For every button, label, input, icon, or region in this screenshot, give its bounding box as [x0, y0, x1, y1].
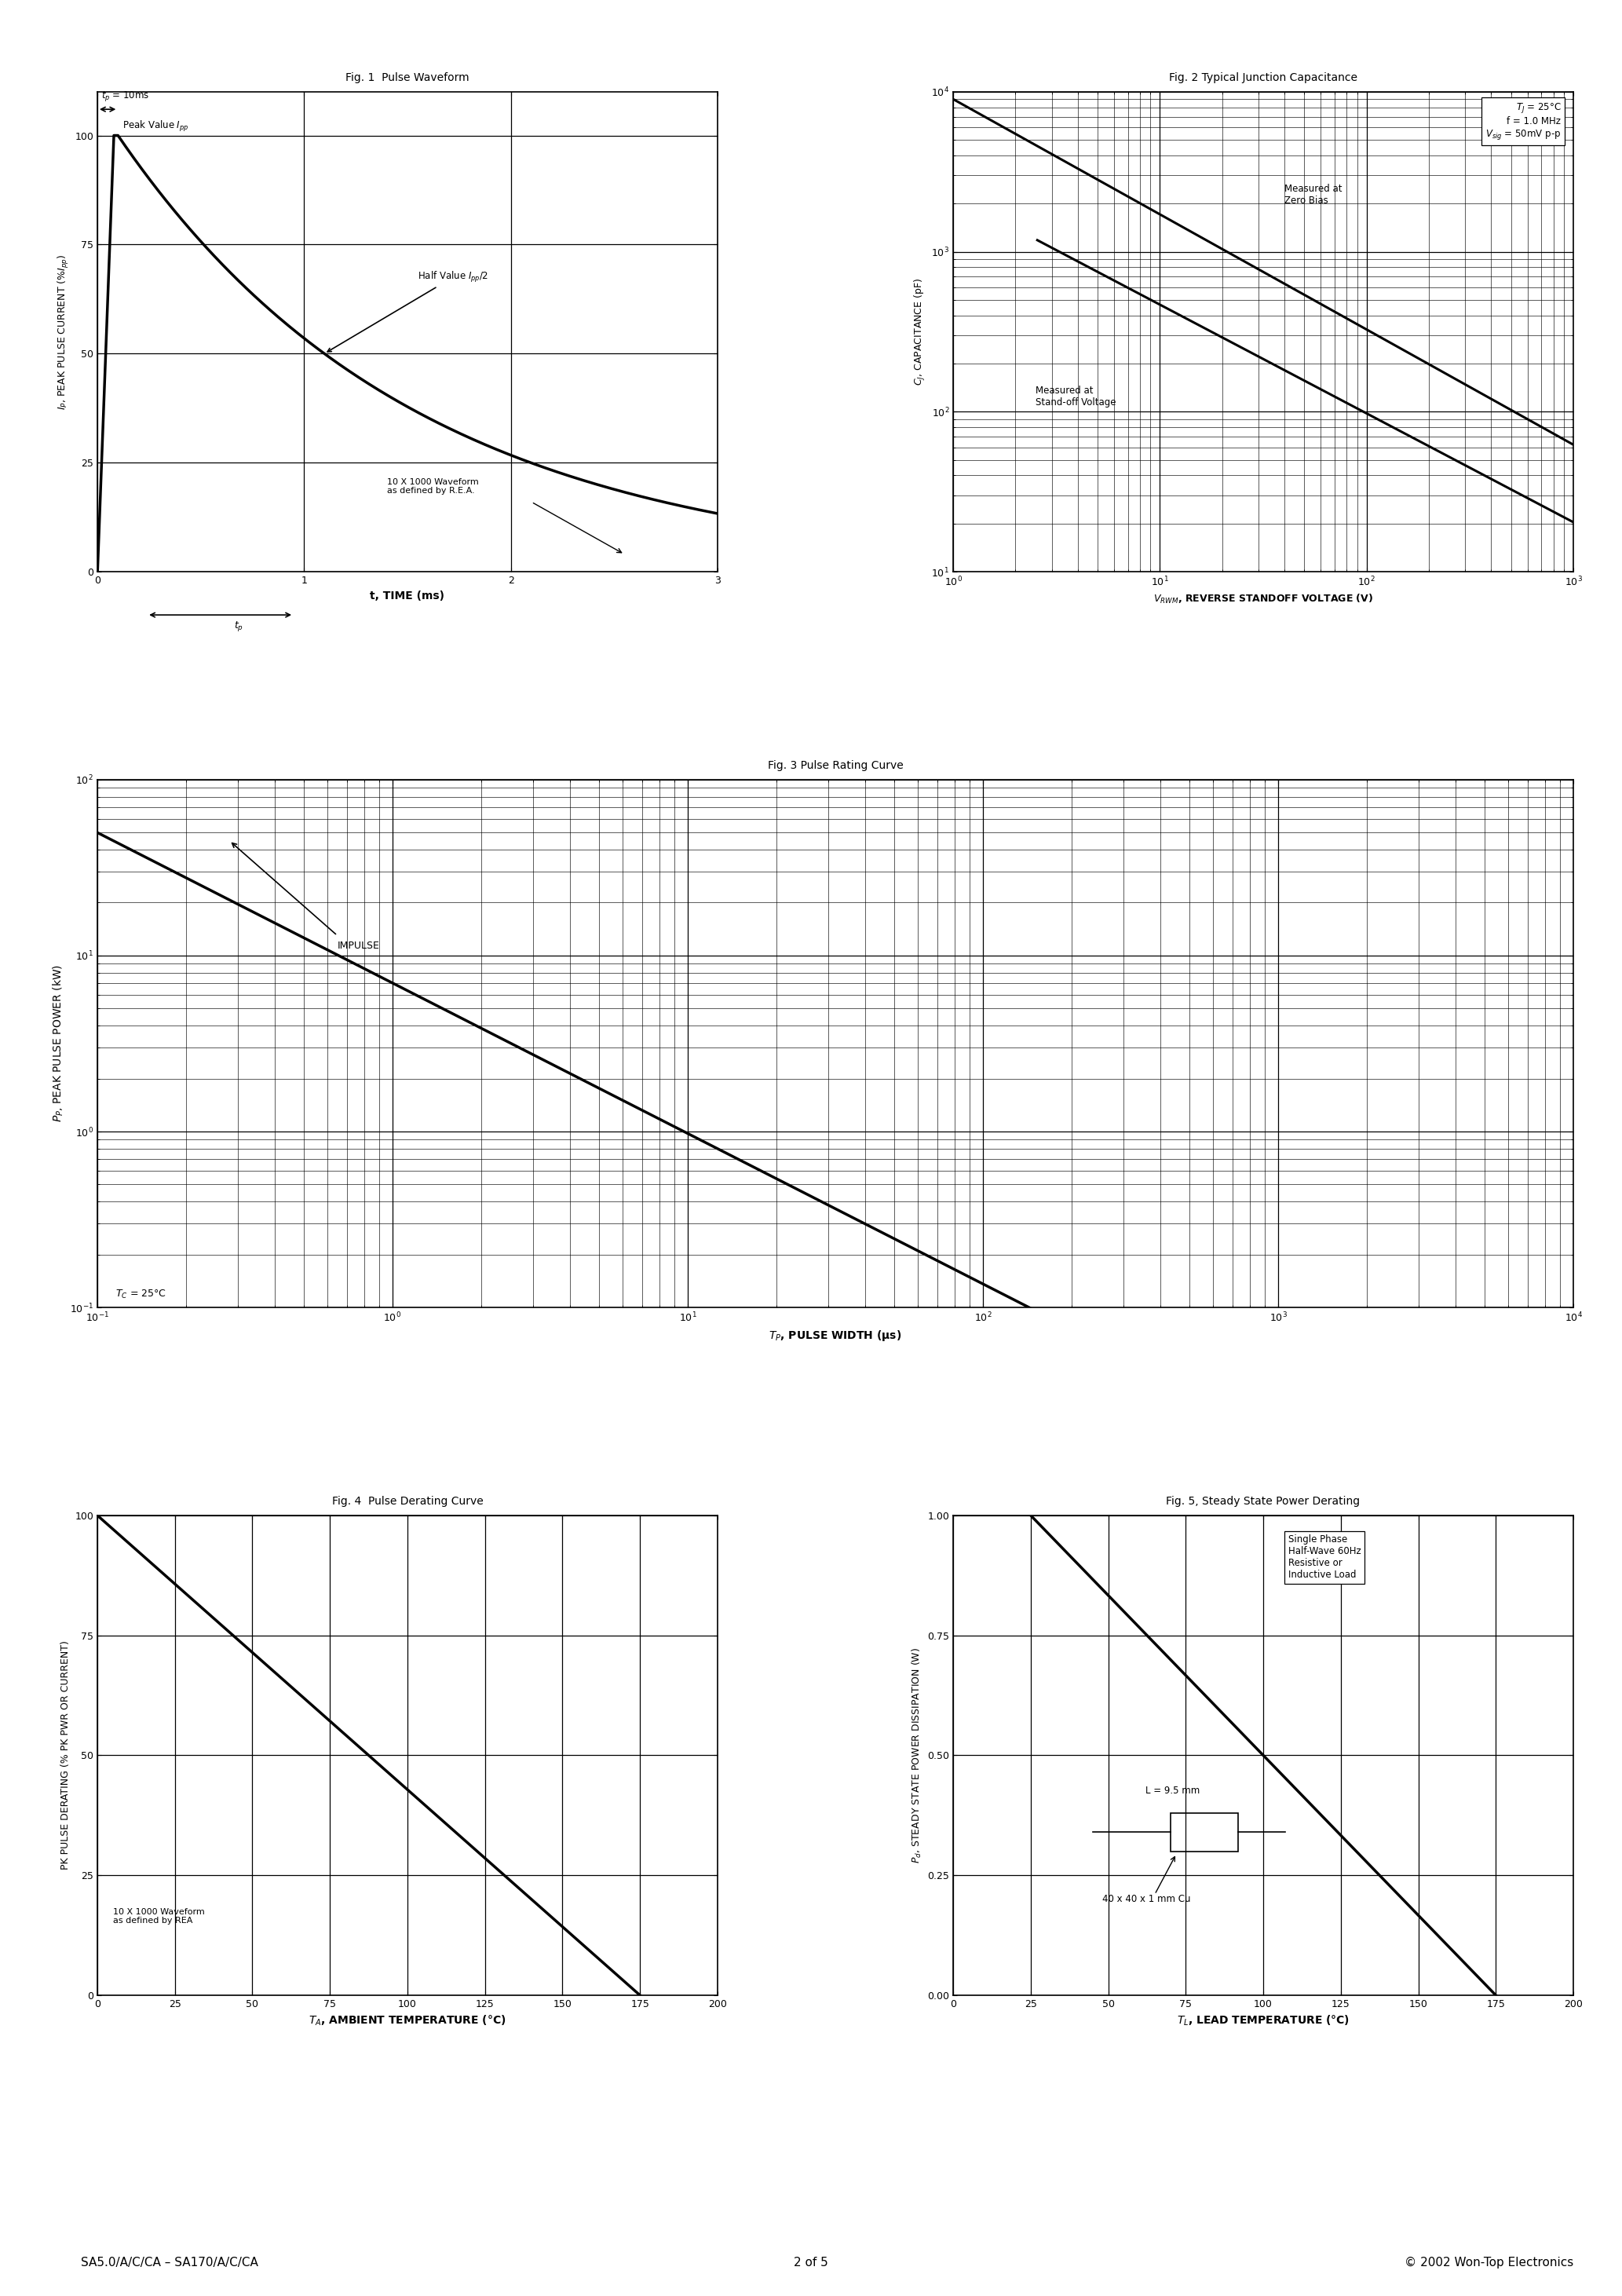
- Text: $T_J$ = 25°C
f = 1.0 MHz
$V_{sig}$ = 50mV p-p: $T_J$ = 25°C f = 1.0 MHz $V_{sig}$ = 50m…: [1486, 101, 1560, 142]
- Title: Fig. 2 Typical Junction Capacitance: Fig. 2 Typical Junction Capacitance: [1169, 71, 1358, 83]
- X-axis label: $T_A$, AMBIENT TEMPERATURE (°C): $T_A$, AMBIENT TEMPERATURE (°C): [308, 2014, 506, 2027]
- Y-axis label: $P_d$, STEADY STATE POWER DISSIPATION (W): $P_d$, STEADY STATE POWER DISSIPATION (W…: [910, 1646, 923, 1864]
- Text: IMPULSE: IMPULSE: [337, 941, 380, 951]
- Text: 2 of 5: 2 of 5: [793, 2257, 829, 2268]
- Text: L = 9.5 mm: L = 9.5 mm: [1145, 1786, 1200, 1795]
- Text: Measured at
Stand-off Voltage: Measured at Stand-off Voltage: [1035, 386, 1116, 406]
- Text: SA5.0/A/C/CA – SA170/A/C/CA: SA5.0/A/C/CA – SA170/A/C/CA: [81, 2257, 258, 2268]
- Text: 40 x 40 x 1 mm Cu: 40 x 40 x 1 mm Cu: [1101, 1894, 1191, 1903]
- X-axis label: $V_{RWM}$, REVERSE STANDOFF VOLTAGE (V): $V_{RWM}$, REVERSE STANDOFF VOLTAGE (V): [1153, 592, 1374, 606]
- Text: $t_p$: $t_p$: [234, 620, 243, 634]
- X-axis label: $T_L$, LEAD TEMPERATURE (°C): $T_L$, LEAD TEMPERATURE (°C): [1178, 2014, 1350, 2027]
- Text: Single Phase
Half-Wave 60Hz
Resistive or
Inductive Load: Single Phase Half-Wave 60Hz Resistive or…: [1288, 1534, 1361, 1580]
- Text: Measured at
Zero Bias: Measured at Zero Bias: [1285, 184, 1341, 207]
- Text: © 2002 Won-Top Electronics: © 2002 Won-Top Electronics: [1405, 2257, 1573, 2268]
- Y-axis label: $P_P$, PEAK PULSE POWER (kW): $P_P$, PEAK PULSE POWER (kW): [52, 964, 65, 1123]
- Bar: [1169, 1814, 1239, 1851]
- Text: Half Value $I_{pp}$/2: Half Value $I_{pp}$/2: [328, 271, 488, 351]
- X-axis label: t, TIME (ms): t, TIME (ms): [370, 590, 444, 602]
- Text: Peak Value $I_{pp}$: Peak Value $I_{pp}$: [122, 119, 188, 133]
- Title: Fig. 3 Pulse Rating Curve: Fig. 3 Pulse Rating Curve: [767, 760, 903, 771]
- X-axis label: $T_P$, PULSE WIDTH (μs): $T_P$, PULSE WIDTH (μs): [769, 1329, 902, 1343]
- Title: Fig. 1  Pulse Waveform: Fig. 1 Pulse Waveform: [345, 71, 469, 83]
- Text: $t_p$ = 10ms: $t_p$ = 10ms: [102, 90, 149, 103]
- Text: 10 X 1000 Waveform
as defined by R.E.A.: 10 X 1000 Waveform as defined by R.E.A.: [386, 478, 478, 494]
- Y-axis label: $I_P$, PEAK PULSE CURRENT (%$I_{pp}$): $I_P$, PEAK PULSE CURRENT (%$I_{pp}$): [57, 255, 70, 409]
- Y-axis label: PK PULSE DERATING (% PK PWR OR CURRENT): PK PULSE DERATING (% PK PWR OR CURRENT): [60, 1642, 70, 1869]
- Y-axis label: $C_J$, CAPACITANCE (pF): $C_J$, CAPACITANCE (pF): [913, 278, 926, 386]
- Text: 10 X 1000 Waveform
as defined by REA: 10 X 1000 Waveform as defined by REA: [114, 1908, 204, 1924]
- Text: $T_C$ = 25°C: $T_C$ = 25°C: [115, 1288, 165, 1300]
- Title: Fig. 5, Steady State Power Derating: Fig. 5, Steady State Power Derating: [1166, 1495, 1361, 1506]
- Title: Fig. 4  Pulse Derating Curve: Fig. 4 Pulse Derating Curve: [333, 1495, 483, 1506]
